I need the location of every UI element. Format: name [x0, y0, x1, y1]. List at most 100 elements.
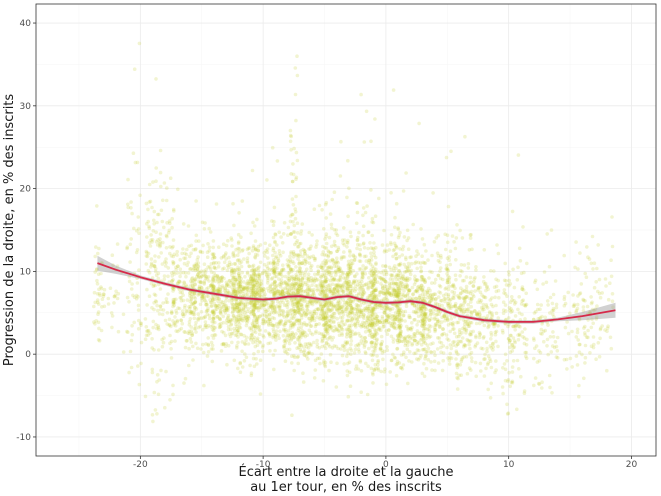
- data-point: [370, 358, 375, 363]
- data-point: [225, 283, 229, 288]
- data-point: [218, 287, 223, 292]
- data-point: [236, 320, 241, 324]
- data-point: [328, 335, 333, 339]
- data-point: [257, 265, 261, 269]
- data-point: [245, 302, 250, 306]
- data-point: [234, 302, 238, 307]
- data-point: [413, 261, 417, 266]
- data-point: [222, 260, 227, 265]
- data-point: [144, 249, 149, 254]
- data-point: [356, 347, 361, 352]
- data-point: [452, 290, 457, 295]
- y-axis-title: Progression de la droite, en % des inscr…: [2, 94, 17, 367]
- data-point: [243, 302, 247, 307]
- data-point: [138, 193, 142, 198]
- data-point: [306, 346, 311, 350]
- data-point: [542, 339, 546, 344]
- data-point: [159, 368, 163, 373]
- data-point: [350, 311, 355, 315]
- data-point: [233, 292, 237, 297]
- data-point: [423, 261, 428, 265]
- data-point: [271, 246, 276, 251]
- data-point: [267, 323, 271, 327]
- data-point: [254, 317, 259, 322]
- data-point: [191, 248, 196, 252]
- data-point: [253, 239, 258, 243]
- data-point: [98, 293, 102, 298]
- data-point: [250, 336, 254, 340]
- data-point: [175, 249, 179, 254]
- data-point: [255, 325, 259, 329]
- data-point: [175, 318, 180, 323]
- data-point: [230, 340, 234, 345]
- data-point: [438, 266, 443, 270]
- data-point: [428, 299, 433, 304]
- data-point: [231, 297, 235, 302]
- data-point: [401, 282, 405, 286]
- data-point: [338, 269, 342, 274]
- data-point: [371, 381, 375, 385]
- data-point: [571, 293, 575, 297]
- data-point: [323, 293, 327, 297]
- data-point: [94, 319, 98, 323]
- data-point: [312, 287, 316, 292]
- data-point: [233, 297, 238, 302]
- data-point: [294, 194, 298, 199]
- data-point: [389, 334, 394, 339]
- data-point: [423, 354, 428, 359]
- data-point: [252, 279, 256, 283]
- data-point: [403, 294, 408, 298]
- data-point: [262, 268, 267, 273]
- data-point: [373, 117, 377, 121]
- data-point: [352, 351, 357, 355]
- data-point: [407, 313, 412, 318]
- data-point: [249, 333, 254, 338]
- data-point: [512, 285, 517, 290]
- data-point: [100, 297, 105, 302]
- data-point: [97, 292, 102, 296]
- data-point: [137, 231, 141, 235]
- data-point: [348, 326, 352, 330]
- data-point: [153, 293, 158, 298]
- data-point: [251, 276, 255, 281]
- data-point: [257, 272, 262, 277]
- data-point: [245, 271, 250, 276]
- data-point: [419, 227, 423, 231]
- data-point: [289, 338, 294, 342]
- data-point: [241, 287, 246, 292]
- data-point: [221, 314, 225, 319]
- data-point: [184, 252, 189, 257]
- data-point: [198, 275, 203, 280]
- data-point: [404, 257, 408, 262]
- data-point: [214, 307, 219, 312]
- data-point: [474, 268, 478, 272]
- data-point: [210, 310, 215, 314]
- data-point: [95, 267, 99, 272]
- data-point: [370, 273, 375, 278]
- data-point: [129, 338, 134, 343]
- data-point: [361, 224, 366, 229]
- data-point: [254, 305, 259, 310]
- data-point: [487, 310, 492, 314]
- data-point: [231, 309, 235, 314]
- data-point: [155, 303, 159, 308]
- data-point: [226, 305, 231, 310]
- data-point: [272, 306, 277, 310]
- data-point: [533, 278, 538, 283]
- data-point: [215, 277, 220, 282]
- data-point: [460, 336, 465, 340]
- data-point: [258, 273, 262, 278]
- data-point: [252, 320, 256, 325]
- data-point: [156, 324, 160, 328]
- data-point: [230, 318, 235, 322]
- data-point: [229, 270, 234, 275]
- data-point: [171, 300, 176, 305]
- data-point: [252, 324, 256, 329]
- data-point: [522, 336, 527, 340]
- data-point: [181, 312, 185, 317]
- data-point: [272, 292, 276, 296]
- data-point: [213, 273, 218, 278]
- data-point: [361, 213, 365, 218]
- data-point: [317, 356, 322, 361]
- data-point: [574, 308, 579, 313]
